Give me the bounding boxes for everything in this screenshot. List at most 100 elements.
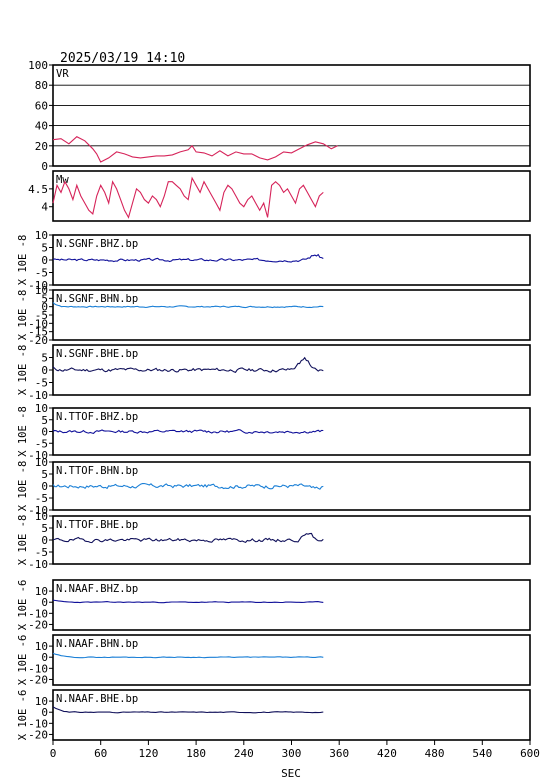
panel-frame (52, 579, 531, 631)
series-line (52, 599, 324, 604)
y-axis-label: X 10E -6 (17, 635, 29, 686)
x-tick-label: 300 (282, 747, 302, 760)
series-line (52, 136, 338, 163)
panel-label: N.SGNF.BHN.bp (56, 293, 138, 305)
series-line (52, 429, 324, 435)
panel-label: VR (56, 68, 69, 80)
y-tick-label: 10 (35, 510, 48, 523)
x-tick-label: 480 (425, 747, 445, 760)
y-tick-label: -10 (28, 504, 48, 517)
y-tick-label: -20 (28, 618, 48, 631)
panel-label: N.NAAF.BHZ.bp (56, 583, 138, 595)
y-tick-label: -10 (28, 717, 48, 730)
y-tick-label: 0 (41, 480, 48, 493)
panel-label: N.TTOF.BHZ.bp (56, 411, 138, 423)
y-tick-label: 20 (35, 140, 48, 153)
y-axis-label: X 10E -6 (17, 690, 29, 741)
y-tick-label: -10 (28, 317, 48, 330)
y-tick-label: 5 (41, 242, 48, 255)
y-tick-label: -20 (28, 334, 48, 347)
y-axis-label: X 10E -8 (17, 461, 29, 512)
panel-label: N.NAAF.BHN.bp (56, 638, 138, 650)
panels-group: 020406080100VR44.5Mw-10-50510N.SGNF.BHZ.… (17, 59, 531, 741)
y-axis-label: X 10E -8 (17, 235, 29, 286)
y-tick-label: 5 (41, 468, 48, 481)
y-tick-label: -5 (35, 309, 48, 322)
y-tick-label: 0 (41, 301, 48, 314)
panel-label: Mw (56, 174, 69, 186)
panel-Mw: 4 4.5 Mw (28, 170, 531, 222)
y-tick-label: 10 (35, 640, 48, 653)
x-tick-label: 180 (186, 747, 206, 760)
x-tick-label: 120 (138, 747, 158, 760)
panel-N.SGNF.BHE.bp: -10-505 N.SGNF.BHE.bp X 10E -8 (17, 344, 531, 402)
y-axis-label: X 10E -8 (17, 406, 29, 457)
panel-label: N.NAAF.BHE.bp (56, 693, 138, 705)
y-tick-label: 0 (41, 706, 48, 719)
x-tick-label: 240 (234, 747, 254, 760)
y-tick-label: -5 (35, 492, 48, 505)
y-tick-label: -10 (28, 389, 48, 402)
x-tick-label: 600 (520, 747, 540, 760)
x-tick-label: 60 (94, 747, 107, 760)
y-tick-label: 0 (41, 364, 48, 377)
y-tick-label: 10 (35, 695, 48, 708)
y-axis-label: X 10E -8 (17, 345, 29, 396)
x-tick-label: 540 (472, 747, 492, 760)
y-tick-label: -10 (28, 607, 48, 620)
series-line (52, 482, 324, 490)
series-line (52, 532, 324, 544)
series-line (52, 706, 324, 714)
y-tick-label: 0 (41, 254, 48, 267)
y-tick-label: 80 (35, 79, 48, 92)
x-axis-label: SEC (281, 767, 301, 780)
y-tick-label: 0 (41, 426, 48, 439)
y-tick-label: -5 (35, 437, 48, 450)
y-tick-label: -20 (28, 728, 48, 741)
series-line (52, 302, 324, 309)
y-tick-label: 60 (35, 99, 48, 112)
y-tick-label: 10 (35, 284, 48, 297)
y-tick-label: -10 (28, 279, 48, 292)
y-tick-label: 5 (41, 414, 48, 427)
y-tick-label: -5 (35, 546, 48, 559)
y-tick-label: -5 (35, 267, 48, 280)
panel-label: N.SGNF.BHE.bp (56, 348, 138, 360)
y-tick-label: 4 (41, 201, 48, 214)
y-tick-label: -20 (28, 673, 48, 686)
y-tick-label: 10 (35, 456, 48, 469)
y-tick-label: -5 (35, 377, 48, 390)
x-tick-label: 420 (377, 747, 397, 760)
y-tick-label: 0 (41, 596, 48, 609)
y-tick-label: 10 (35, 585, 48, 598)
y-tick-label: -10 (28, 558, 48, 571)
x-tick-label: 360 (329, 747, 349, 760)
x-tick-label: 0 (50, 747, 57, 760)
y-tick-label: -10 (28, 662, 48, 675)
panel-frame (52, 634, 531, 686)
y-axis-label: X 10E -8 (17, 290, 29, 341)
y-tick-label: 0 (41, 534, 48, 547)
panel-frame (52, 64, 531, 167)
series-line (52, 652, 324, 659)
y-tick-label: 10 (35, 402, 48, 415)
y-tick-label: 0 (41, 651, 48, 664)
series-line (52, 356, 324, 373)
y-axis-label: X 10E -8 (17, 515, 29, 566)
y-tick-label: 5 (41, 522, 48, 535)
panel-label: N.SGNF.BHZ.bp (56, 238, 138, 250)
y-tick-label: 100 (28, 59, 48, 72)
y-tick-label: 5 (41, 292, 48, 305)
header-datetime: 2025/03/19 14:10 (60, 51, 185, 66)
y-tick-label: 40 (35, 120, 48, 133)
y-tick-label: 10 (35, 229, 48, 242)
